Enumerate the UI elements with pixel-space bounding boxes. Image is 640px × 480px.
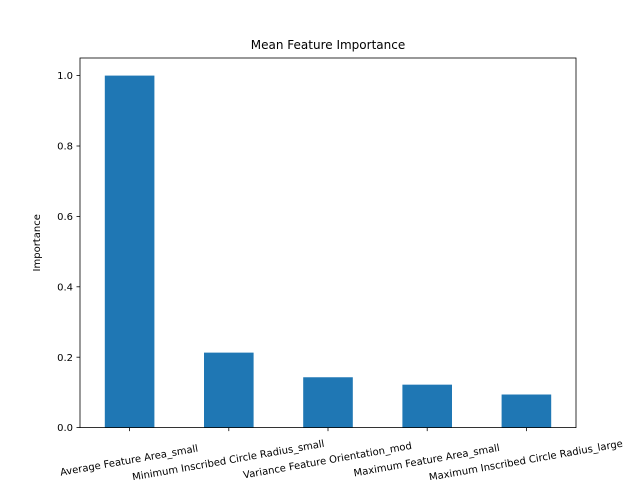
y-tick-label-4: 0.8 <box>57 142 73 153</box>
plot-frame <box>79 57 577 429</box>
bar-3 <box>402 384 452 428</box>
y-tick-label-0: 0.0 <box>57 423 73 434</box>
y-tick-label-3: 0.6 <box>57 212 73 223</box>
bar-0 <box>104 75 155 428</box>
x-tick-label-2: Variance Feature Orientation_mod <box>242 441 412 480</box>
bars-group <box>104 75 552 428</box>
y-axis-ticks: 0.0 0.2 0.4 0.6 0.8 1.0 <box>57 71 80 434</box>
chart-title: Mean Feature Importance <box>251 38 405 52</box>
y-tick-label-5: 1.0 <box>57 71 73 82</box>
bar-2 <box>303 377 353 428</box>
bar-4 <box>501 394 552 428</box>
y-tick-label-2: 0.4 <box>57 282 73 293</box>
y-axis-label: Importance <box>32 214 43 271</box>
bar-1 <box>204 352 254 428</box>
y-tick-label-1: 0.2 <box>57 353 73 364</box>
